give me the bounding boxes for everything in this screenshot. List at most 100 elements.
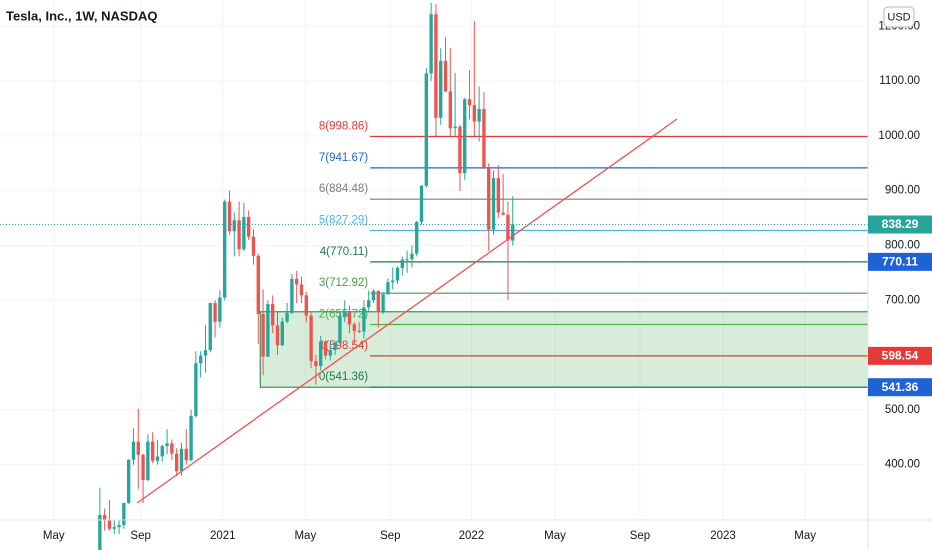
candle-body [126,459,131,504]
candle-body [299,284,304,296]
candle-body [347,312,352,325]
candle-body [314,361,318,367]
price-badge-label: 541.36 [882,380,919,394]
x-tick-label: 2022 [459,530,485,542]
candle-body [184,448,188,461]
currency-button[interactable] [883,6,915,28]
candle-body [179,448,184,472]
candle-body [458,126,462,174]
candle-body [429,14,433,74]
candle-body [491,178,496,230]
candle-body [242,216,246,250]
fib-label: 0(541.36) [319,371,368,383]
candle-body [213,303,217,322]
candle-body [247,216,251,237]
candle-body [285,312,289,322]
y-tick-label: 1100.00 [879,75,920,87]
price-badge-label: 770.11 [882,255,918,269]
price-badge-label: 598.54 [882,349,919,363]
price-axis-bg [868,0,932,550]
candle-body [295,278,299,285]
candle-body [376,290,380,312]
candle-body [319,341,323,367]
fib-label: 8(998.86) [319,121,368,133]
candle-body [511,224,515,241]
candle-body [271,304,275,326]
candle-body [448,91,453,129]
candle-body [146,441,150,480]
price-badge [868,215,932,234]
candle-body [323,341,328,356]
candle-body [453,126,457,129]
candle-body [155,456,160,461]
candle-body [275,325,280,346]
candle-body [280,321,284,346]
candle-body [112,527,116,529]
candle-body [218,297,222,322]
plot-area: 0(541.36)1(598.54)2(655.72)3(712.92)4(77… [0,0,869,550]
y-tick-label: 500.00 [885,404,920,416]
candle-body [487,167,491,230]
candle-body [251,236,256,256]
x-tick-label: May [544,530,566,542]
candle-body [266,304,270,357]
candle-body [165,443,169,447]
candle-body [463,99,467,174]
candle-body [506,214,510,241]
candle-body [443,60,448,92]
candle-body [136,441,140,455]
price-badge [868,378,932,397]
price-badge-label: 838.29 [882,217,919,231]
candle-body [198,355,203,364]
candle-body [256,255,260,314]
candle-body [122,503,126,525]
candle-body [98,515,102,550]
candle-body [352,324,356,331]
x-tick-label: Sep [130,530,150,542]
x-tick-label: May [794,530,816,542]
candle-body [405,259,409,261]
candle-body [343,312,347,317]
fib-label: 3(712.92) [319,277,368,289]
candle-body [371,290,376,301]
y-tick-label: 800.00 [885,240,920,252]
candle-body [223,201,227,298]
y-tick-label: 400.00 [885,459,920,471]
candle-body [482,109,486,168]
candle-body [227,201,232,232]
candle-body [386,282,390,295]
x-tick-label: May [294,530,316,542]
candle-body [357,330,361,332]
fib-label: 1(598.54) [319,340,368,352]
candle-body [424,73,428,186]
candle-body [410,253,414,260]
fib-label: 6(884.48) [319,183,368,195]
candle-body [170,443,174,454]
candle-body [102,515,107,520]
candle-body [501,212,505,215]
candle-body [391,280,395,283]
candle-body [467,99,472,106]
y-tick-label: 1000.00 [878,130,920,142]
x-tick-label: 2021 [210,530,236,542]
candle-body [208,303,212,351]
currency-label[interactable]: USD [887,11,910,23]
y-tick-label: 900.00 [885,185,920,197]
candle-body [290,278,294,313]
candle-body [496,178,501,213]
fib-label: 4(770.11) [320,246,369,258]
candle-body [309,315,313,362]
price-badge [868,252,932,271]
candle-body [381,294,385,312]
candle-body [194,363,198,416]
x-tick-label: Sep [630,530,650,542]
candle-body [160,446,164,457]
candle-body [261,313,265,357]
y-tick-label: 700.00 [885,294,920,306]
candle-body [400,259,404,268]
candle-body [237,220,241,250]
candle-body [439,60,443,118]
candle-body [419,185,424,222]
